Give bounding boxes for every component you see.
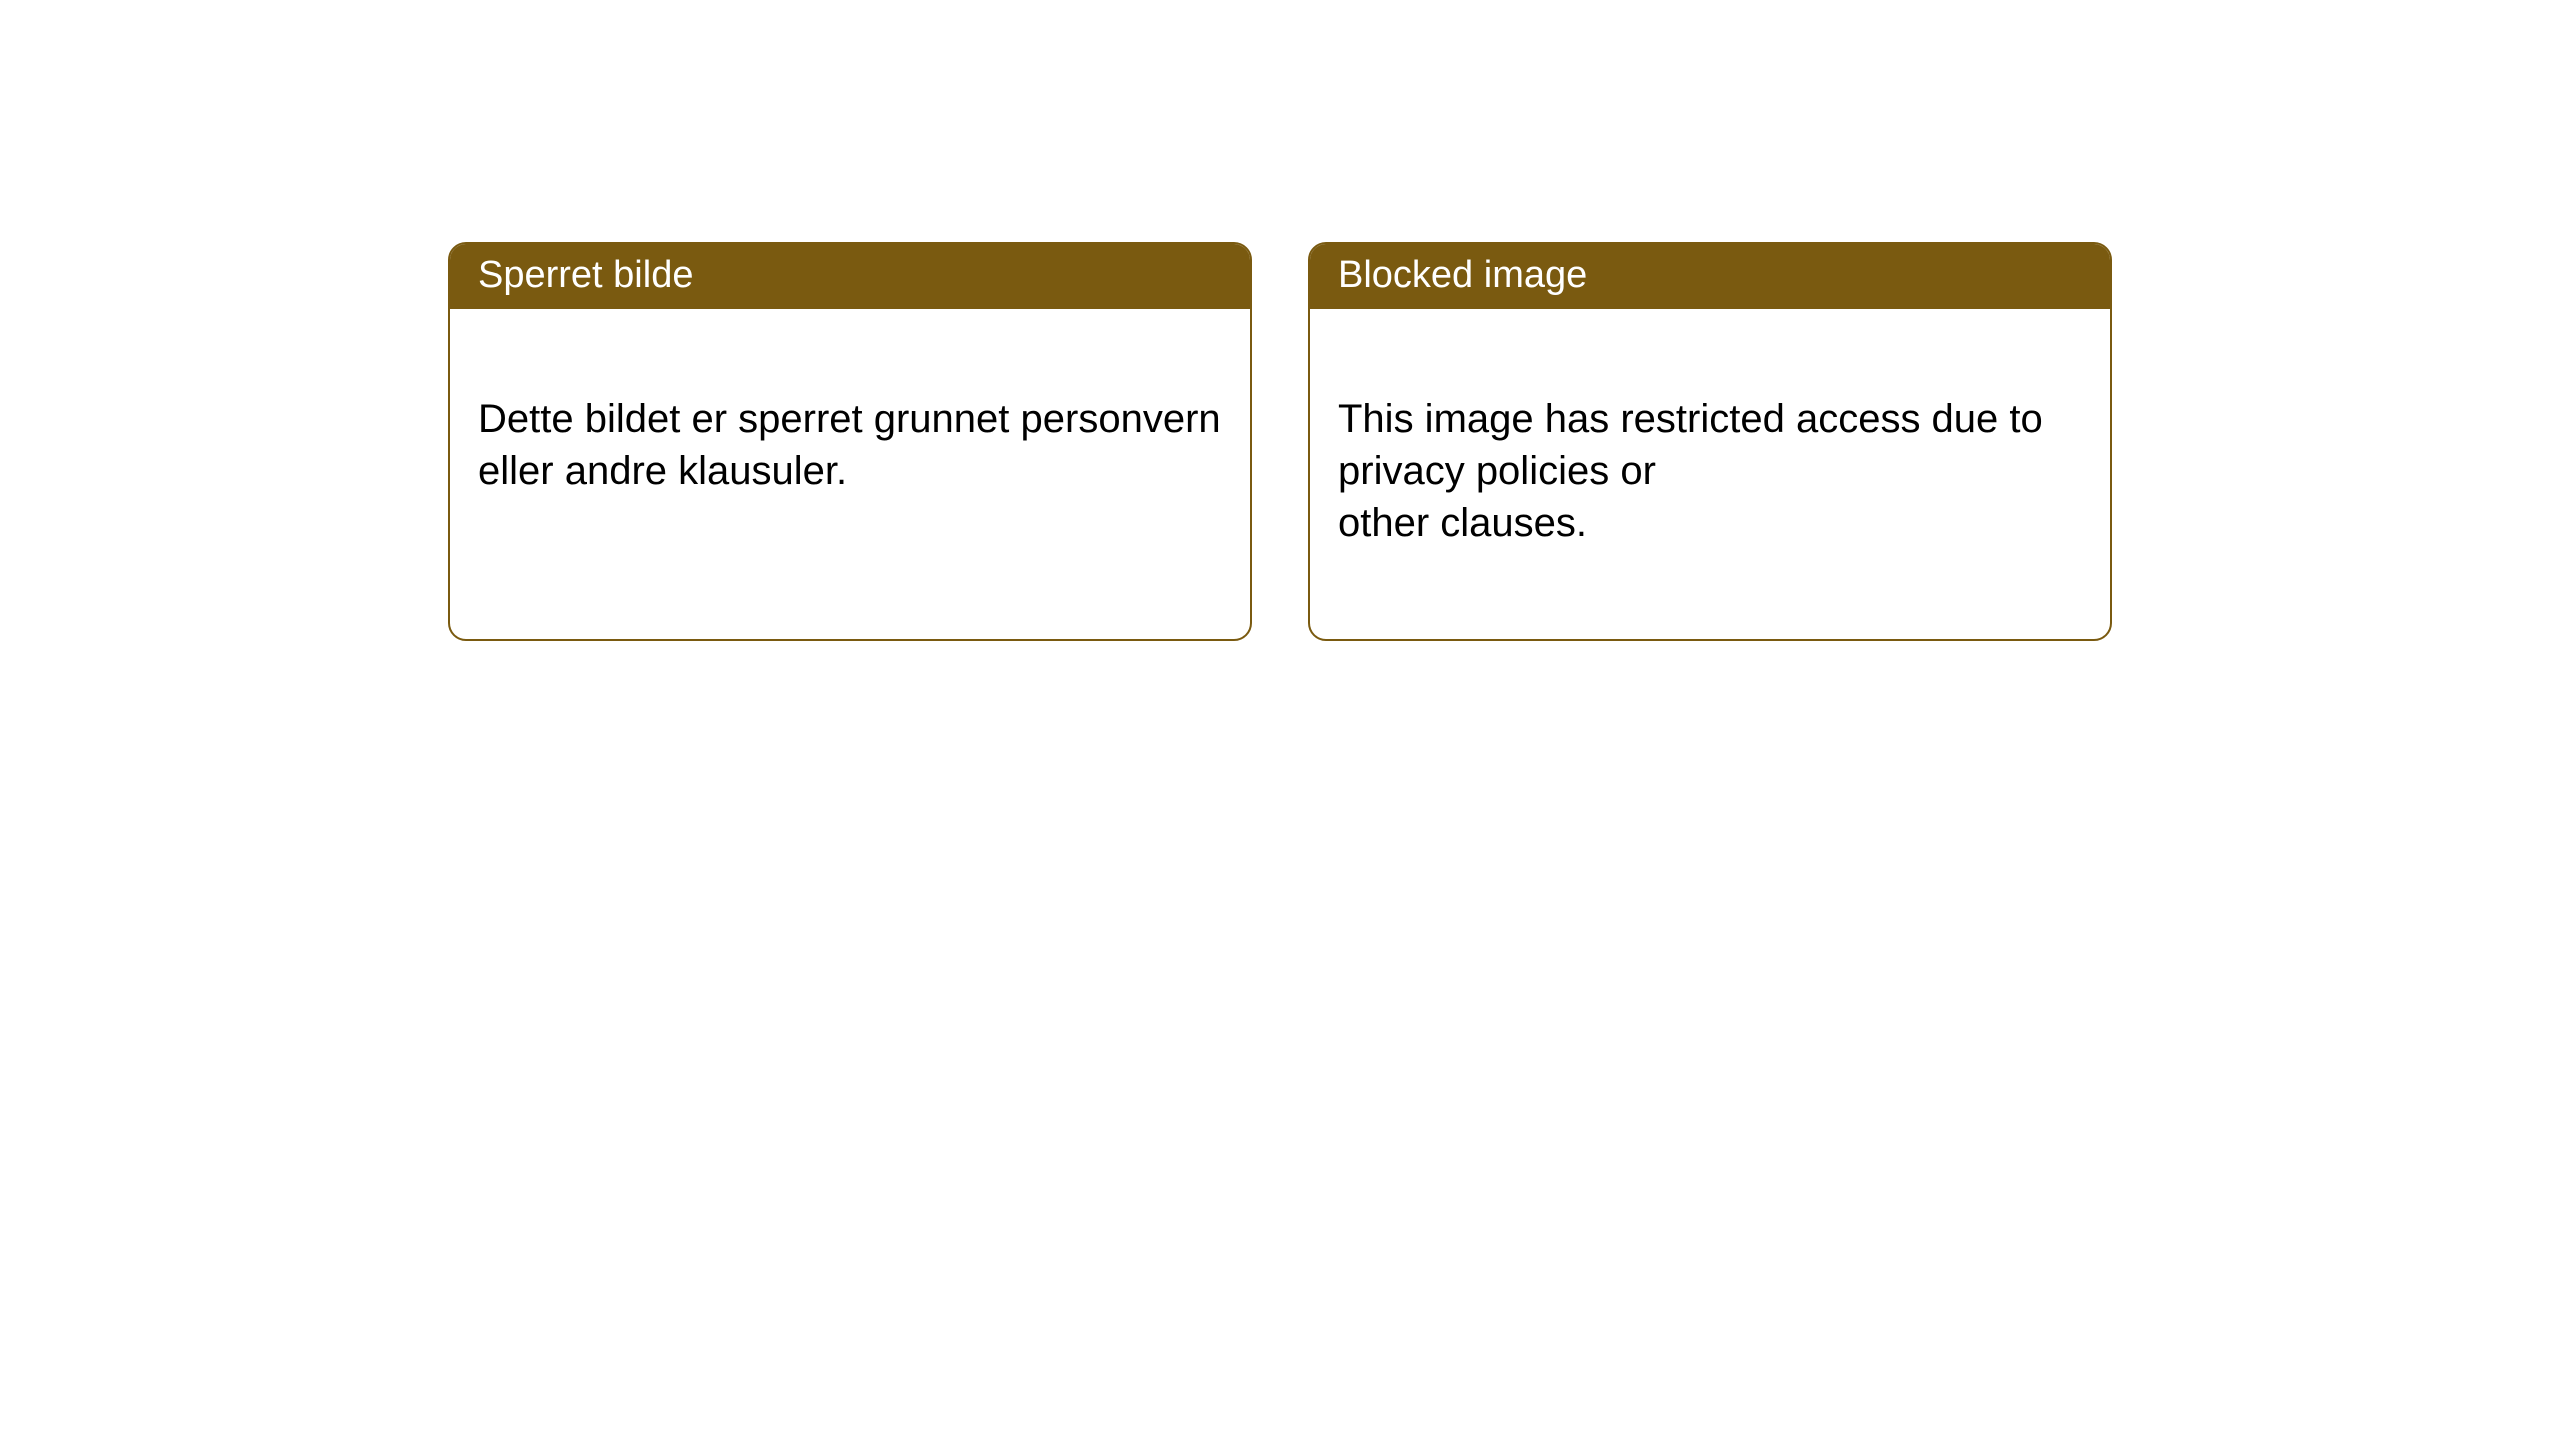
- notice-body: This image has restricted access due to …: [1310, 309, 2110, 639]
- notice-header: Sperret bilde: [450, 244, 1250, 309]
- notice-body: Dette bildet er sperret grunnet personve…: [450, 309, 1250, 587]
- notice-header: Blocked image: [1310, 244, 2110, 309]
- notice-title: Blocked image: [1338, 254, 1587, 296]
- notice-body-text: This image has restricted access due to …: [1338, 397, 2043, 545]
- notice-card-english: Blocked image This image has restricted …: [1308, 242, 2112, 641]
- notice-title: Sperret bilde: [478, 254, 693, 296]
- notice-card-norwegian: Sperret bilde Dette bildet er sperret gr…: [448, 242, 1252, 641]
- notice-container: Sperret bilde Dette bildet er sperret gr…: [0, 0, 2560, 641]
- notice-body-text: Dette bildet er sperret grunnet personve…: [478, 397, 1221, 493]
